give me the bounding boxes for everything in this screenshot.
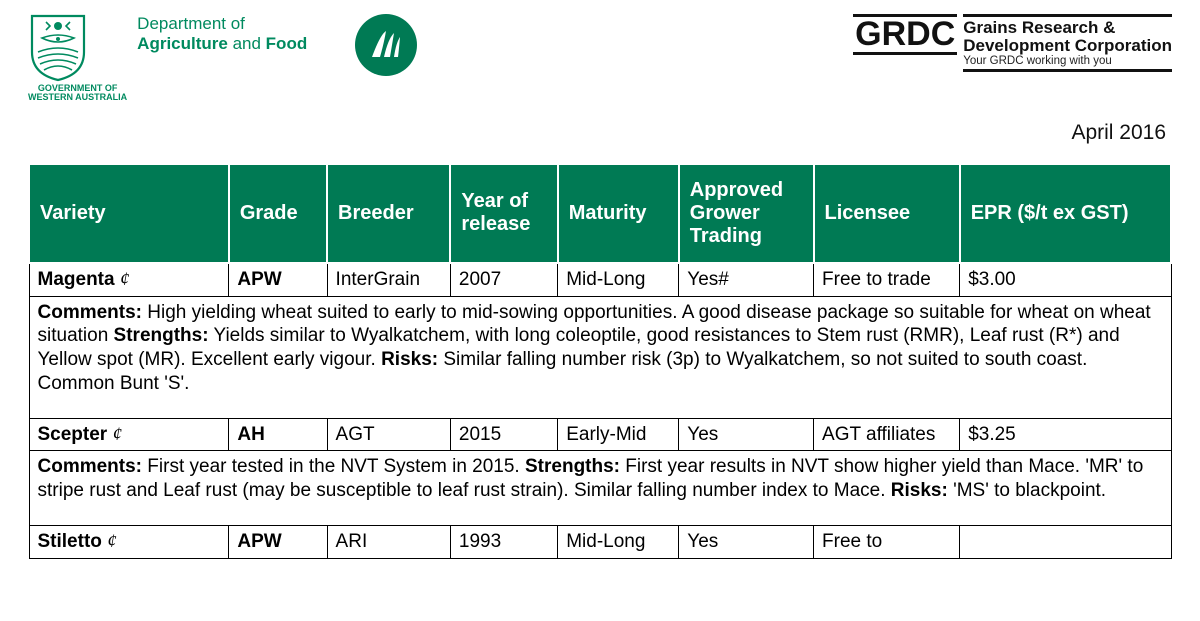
variety-name: Stiletto bbox=[38, 531, 102, 552]
cell-grade: AH bbox=[229, 418, 327, 451]
dept-bold2: Food bbox=[266, 34, 308, 53]
grdc-full: Grains Research & Development Corporatio… bbox=[963, 14, 1172, 55]
pbr-icon: ȼ bbox=[120, 269, 130, 290]
department-name: Department of Agriculture and Food bbox=[137, 14, 307, 53]
document-page: GOVERNMENT OF WESTERN AUSTRALIA Departme… bbox=[0, 0, 1200, 559]
cell-licensee: AGT affiliates bbox=[814, 418, 960, 451]
grdc-abbrev: GRDC bbox=[853, 14, 957, 55]
comments-label: Comments: bbox=[38, 456, 143, 477]
cell-epr bbox=[960, 525, 1171, 558]
col-epr: EPR ($/t ex GST) bbox=[960, 164, 1171, 263]
grdc-tagline: Your GRDC working with you bbox=[963, 55, 1172, 72]
header-right: GRDC Grains Research & Development Corpo… bbox=[853, 12, 1172, 72]
cell-breeder: ARI bbox=[327, 525, 450, 558]
cell-licensee: Free to trade bbox=[814, 263, 960, 296]
col-maturity: Maturity bbox=[558, 164, 679, 263]
cell-breeder: InterGrain bbox=[327, 263, 450, 296]
wa-crest-wrapper: GOVERNMENT OF WESTERN AUSTRALIA bbox=[28, 12, 127, 103]
cell-variety: Magenta ȼ bbox=[29, 263, 229, 296]
cell-grade: APW bbox=[229, 263, 327, 296]
cell-approved: Yes bbox=[679, 525, 814, 558]
dept-line2: Agriculture and Food bbox=[137, 34, 307, 54]
variety-table: Variety Grade Breeder Year of release Ma… bbox=[28, 163, 1172, 559]
comments-label: Comments: bbox=[38, 302, 143, 323]
grdc-full-line2: Development Corporation bbox=[963, 36, 1172, 55]
document-date: April 2016 bbox=[28, 121, 1166, 145]
cell-approved: Yes# bbox=[679, 263, 814, 296]
comments-text1: First year tested in the NVT System in 2… bbox=[142, 456, 525, 477]
risks-label: Risks: bbox=[891, 480, 948, 501]
variety-name: Magenta bbox=[38, 269, 115, 290]
cell-year: 1993 bbox=[450, 525, 557, 558]
strengths-label: Strengths: bbox=[525, 456, 620, 477]
round-logo-icon bbox=[355, 14, 417, 76]
strengths-label: Strengths: bbox=[114, 325, 209, 346]
risks-label: Risks: bbox=[381, 349, 438, 370]
col-grade: Grade bbox=[229, 164, 327, 263]
cell-maturity: Early-Mid bbox=[558, 418, 679, 451]
pbr-icon: ȼ bbox=[112, 424, 122, 445]
cell-maturity: Mid-Long bbox=[558, 263, 679, 296]
cell-comments: Comments: First year tested in the NVT S… bbox=[29, 451, 1171, 526]
pbr-icon: ȼ bbox=[107, 531, 117, 552]
header: GOVERNMENT OF WESTERN AUSTRALIA Departme… bbox=[28, 12, 1172, 103]
col-breeder: Breeder bbox=[327, 164, 450, 263]
col-approved: Approved Grower Trading bbox=[679, 164, 814, 263]
table-row: Scepter ȼ AH AGT 2015 Early-Mid Yes AGT … bbox=[29, 418, 1171, 451]
wa-gov-block: GOVERNMENT OF WESTERN AUSTRALIA Departme… bbox=[28, 12, 307, 103]
cell-licensee: Free to bbox=[814, 525, 960, 558]
table-head: Variety Grade Breeder Year of release Ma… bbox=[29, 164, 1171, 263]
table-row: Magenta ȼ APW InterGrain 2007 Mid-Long Y… bbox=[29, 263, 1171, 296]
cell-year: 2015 bbox=[450, 418, 557, 451]
wa-crest-icon bbox=[28, 12, 88, 82]
grdc-text-block: Grains Research & Development Corporatio… bbox=[963, 14, 1172, 72]
comments-text3: 'MS' to blackpoint. bbox=[948, 480, 1106, 501]
cell-breeder: AGT bbox=[327, 418, 450, 451]
table-body: Magenta ȼ APW InterGrain 2007 Mid-Long Y… bbox=[29, 263, 1171, 558]
wa-gov-text: GOVERNMENT OF WESTERN AUSTRALIA bbox=[28, 84, 127, 103]
col-year: Year of release bbox=[450, 164, 557, 263]
cell-epr: $3.25 bbox=[960, 418, 1171, 451]
dept-line1: Department of bbox=[137, 14, 307, 34]
dept-bold1: Agriculture bbox=[137, 34, 228, 53]
cell-variety: Scepter ȼ bbox=[29, 418, 229, 451]
cell-comments: Comments: High yielding wheat suited to … bbox=[29, 296, 1171, 418]
cell-grade: APW bbox=[229, 525, 327, 558]
table-row-comments: Comments: High yielding wheat suited to … bbox=[29, 296, 1171, 418]
cell-variety: Stiletto ȼ bbox=[29, 525, 229, 558]
table-row-comments: Comments: First year tested in the NVT S… bbox=[29, 451, 1171, 526]
col-licensee: Licensee bbox=[814, 164, 960, 263]
header-left: GOVERNMENT OF WESTERN AUSTRALIA Departme… bbox=[28, 12, 417, 103]
cell-maturity: Mid-Long bbox=[558, 525, 679, 558]
gov-line2: WESTERN AUSTRALIA bbox=[28, 93, 127, 102]
grdc-full-line1: Grains Research & bbox=[963, 18, 1115, 37]
col-variety: Variety bbox=[29, 164, 229, 263]
cell-year: 2007 bbox=[450, 263, 557, 296]
cell-approved: Yes bbox=[679, 418, 814, 451]
cell-epr: $3.00 bbox=[960, 263, 1171, 296]
grdc-logo: GRDC Grains Research & Development Corpo… bbox=[853, 14, 1172, 72]
variety-name: Scepter bbox=[38, 424, 108, 445]
dept-mid: and bbox=[228, 34, 266, 53]
header-row: Variety Grade Breeder Year of release Ma… bbox=[29, 164, 1171, 263]
table-row: Stiletto ȼ APW ARI 1993 Mid-Long Yes Fre… bbox=[29, 525, 1171, 558]
